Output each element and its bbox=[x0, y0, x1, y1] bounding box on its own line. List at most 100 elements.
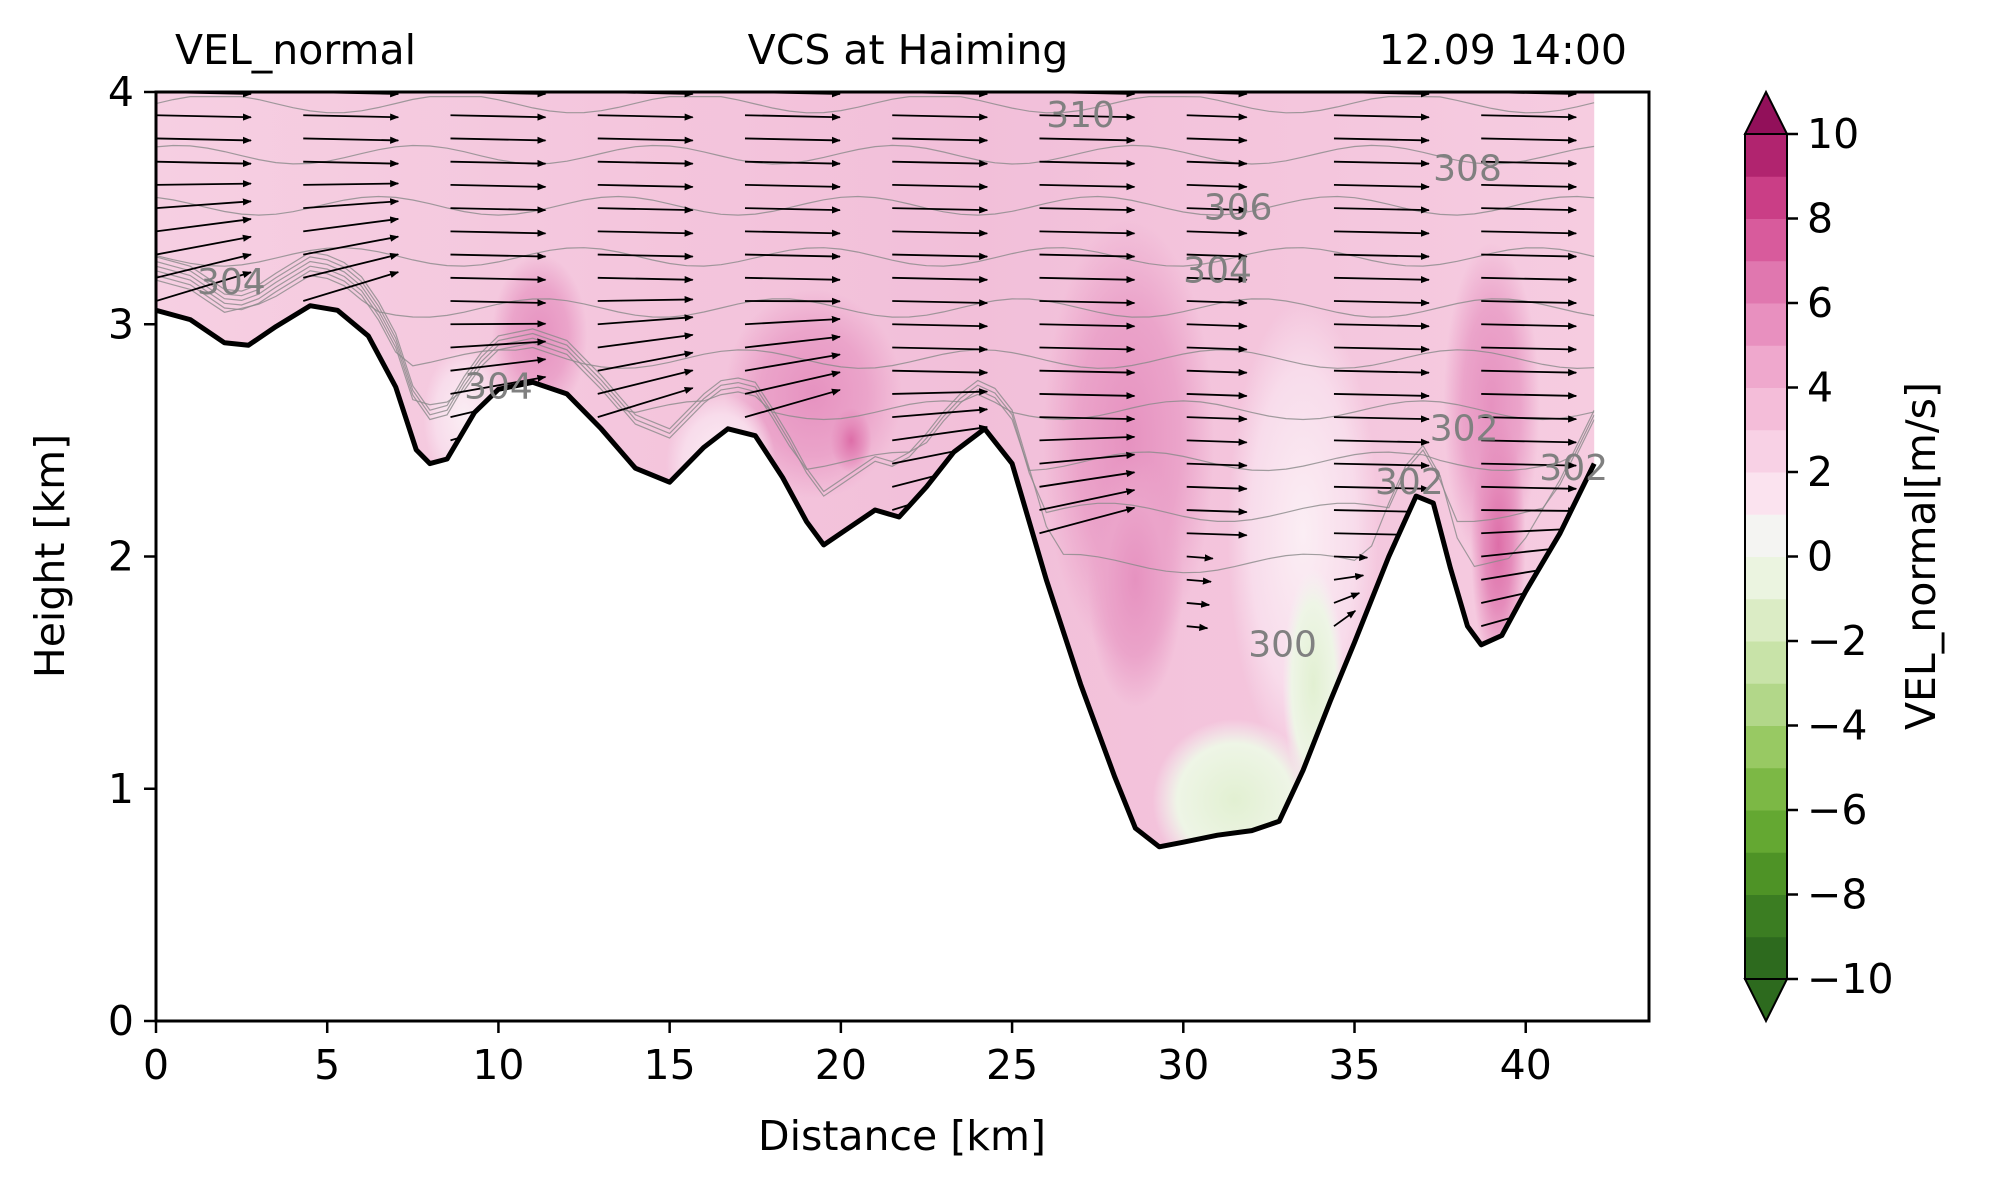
contour-label: 300 bbox=[1248, 624, 1317, 665]
x-tick-label: 25 bbox=[986, 1041, 1038, 1089]
colorbar-segment bbox=[1745, 176, 1787, 219]
wind-arrow bbox=[1186, 508, 1248, 516]
wind-arrow bbox=[1481, 415, 1578, 423]
wind-arrow bbox=[744, 136, 841, 144]
colorbar-tick-label: −6 bbox=[1807, 786, 1867, 834]
wind-arrow bbox=[1333, 136, 1430, 144]
x-tick-label: 35 bbox=[1328, 1041, 1380, 1089]
wind-arrow bbox=[1481, 113, 1578, 121]
wind-arrow bbox=[597, 295, 694, 304]
colorbar-segment bbox=[1745, 810, 1787, 853]
wind-arrow bbox=[892, 276, 989, 284]
wind-arrow bbox=[1039, 368, 1136, 377]
wind-arrow bbox=[1333, 438, 1430, 446]
wind-arrow bbox=[156, 136, 252, 144]
wind-arrow bbox=[156, 252, 252, 279]
wind-arrow bbox=[450, 136, 547, 144]
contour-label: 306 bbox=[1204, 188, 1273, 229]
colorbar-segment bbox=[1745, 345, 1787, 388]
wind-arrow bbox=[1186, 206, 1248, 214]
wind-arrow bbox=[1481, 299, 1578, 307]
wind-arrow bbox=[1333, 368, 1430, 377]
wind-arrow bbox=[1333, 553, 1369, 561]
wind-arrow bbox=[450, 299, 547, 307]
x-tick-label: 30 bbox=[1157, 1041, 1209, 1089]
y-tick-label: 4 bbox=[108, 68, 134, 116]
wind-arrow bbox=[1333, 183, 1430, 191]
wind-arrow bbox=[1039, 183, 1136, 191]
x-tick-label: 40 bbox=[1500, 1041, 1552, 1089]
wind-arrow bbox=[1039, 113, 1136, 121]
wind-arrow bbox=[1039, 345, 1136, 353]
x-tick-label: 20 bbox=[815, 1041, 867, 1089]
y-tick-label: 2 bbox=[108, 533, 134, 581]
wind-arrow bbox=[303, 113, 400, 121]
wind-arrow bbox=[597, 332, 694, 349]
wind-arrow bbox=[1333, 461, 1430, 470]
wind-arrow bbox=[1481, 322, 1578, 330]
wind-arrow bbox=[450, 159, 547, 168]
wind-arrow bbox=[303, 252, 400, 279]
wind-arrow bbox=[1481, 206, 1578, 214]
wind-arrow bbox=[892, 113, 989, 121]
wind-arrow bbox=[1186, 229, 1248, 237]
wind-arrow bbox=[744, 252, 841, 261]
wind-arrow bbox=[892, 345, 989, 353]
wind-arrow bbox=[1481, 136, 1578, 144]
wind-arrow bbox=[892, 183, 989, 191]
colorbar-segment bbox=[1745, 556, 1787, 600]
wind-arrow bbox=[892, 229, 989, 237]
wind-arrow bbox=[1186, 531, 1248, 539]
wind-arrow bbox=[744, 113, 841, 121]
wind-arrow bbox=[303, 198, 400, 210]
colorbar-tick-label: 6 bbox=[1807, 279, 1833, 327]
wind-arrow bbox=[1333, 322, 1430, 330]
wind-arrow bbox=[302, 271, 400, 302]
wind-arrow bbox=[744, 183, 841, 191]
y-axis: 0 1 2 3 4 bbox=[108, 68, 156, 1045]
contour-label: 302 bbox=[1539, 448, 1608, 489]
wind-arrow bbox=[303, 180, 400, 188]
colorbar-tick-label: 8 bbox=[1807, 195, 1833, 243]
contour-label: 304 bbox=[464, 367, 533, 408]
wind-arrow bbox=[744, 352, 841, 372]
wind-arrow bbox=[597, 368, 694, 395]
contour-label: 310 bbox=[1046, 95, 1115, 136]
contour-label: 302 bbox=[1375, 462, 1444, 503]
wind-arrow bbox=[450, 338, 547, 349]
wind-arrow bbox=[1333, 229, 1430, 237]
wind-arrow bbox=[450, 252, 547, 261]
wind-arrow bbox=[1333, 276, 1430, 284]
wind-arrow bbox=[1186, 438, 1248, 446]
colorbar-tick-label: 0 bbox=[1807, 533, 1833, 581]
contour-label: 302 bbox=[1430, 408, 1499, 449]
contour-labels: 304 304 310 306 308 304 302 302 302 300 bbox=[197, 95, 1608, 666]
wind-arrow bbox=[1039, 488, 1136, 511]
wind-arrow bbox=[450, 206, 547, 214]
colorbar-segment bbox=[1745, 683, 1787, 726]
wind-arrow bbox=[1186, 322, 1248, 330]
wind-arrow bbox=[1333, 415, 1430, 423]
wind-arrow bbox=[1481, 507, 1578, 515]
colorbar-segment bbox=[1745, 725, 1787, 769]
wind-arrow bbox=[597, 276, 694, 284]
y-tick-label: 3 bbox=[108, 300, 134, 348]
colorbar-tick-label: −4 bbox=[1807, 702, 1867, 750]
wind-arrow bbox=[1039, 276, 1136, 284]
x-tick-label: 0 bbox=[143, 1041, 169, 1089]
wind-arrow bbox=[1039, 229, 1136, 237]
wind-arrow bbox=[1186, 159, 1248, 168]
wind-arrow bbox=[156, 198, 252, 210]
wind-arrow bbox=[1186, 113, 1248, 121]
wind-arrow bbox=[1333, 299, 1430, 307]
colorbar-segment bbox=[1745, 514, 1787, 557]
contour-label: 304 bbox=[197, 262, 266, 303]
y-tick-label: 0 bbox=[108, 997, 134, 1045]
wind-arrow bbox=[744, 315, 841, 326]
wind-arrow bbox=[450, 229, 547, 237]
wind-arrow bbox=[450, 113, 547, 121]
wind-arrow bbox=[1039, 206, 1136, 214]
wind-arrow bbox=[1039, 159, 1136, 168]
x-tick-label: 15 bbox=[644, 1041, 696, 1089]
wind-arrow bbox=[1333, 345, 1430, 353]
